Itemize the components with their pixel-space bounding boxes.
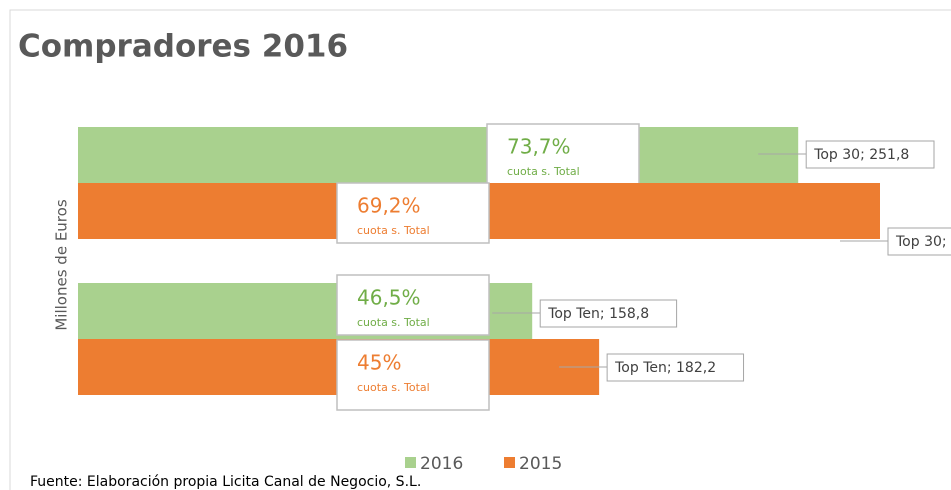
legend-swatch [504,457,515,468]
share-note: cuota s. Total [357,316,430,329]
share-note: cuota s. Total [357,381,430,394]
legend-swatch [405,457,416,468]
value-label-box [887,227,951,256]
share-note: cuota s. Total [507,165,580,178]
source-note: Fuente: Elaboración propia Licita Canal … [30,474,421,490]
y-axis-label: Millones de Euros [53,199,71,330]
value-label: Top Ten; 182,2 [614,360,716,376]
bar [78,127,799,183]
legend-label: 2015 [519,454,562,474]
value-label-box [805,140,935,169]
chart-border [9,9,951,490]
share-label: 69,2% [357,194,421,218]
value-label: Top 30; 251,8 [813,147,909,163]
value-label-box [606,353,745,382]
share-note: cuota s. Total [357,224,430,237]
share-label: 46,5% [357,286,421,310]
value-label: Top 30; 280,4 [895,234,951,250]
value-label: Top Ten; 158,8 [547,306,649,322]
share-label: 73,7% [507,135,571,159]
value-label-box [539,299,678,328]
share-box [486,123,640,185]
legend-label: 2016 [420,454,463,474]
share-box [336,339,490,411]
share-box [336,182,490,244]
chart-title: Compradores 2016 [18,29,348,65]
share-label: 45% [357,351,401,375]
share-box [336,274,490,336]
